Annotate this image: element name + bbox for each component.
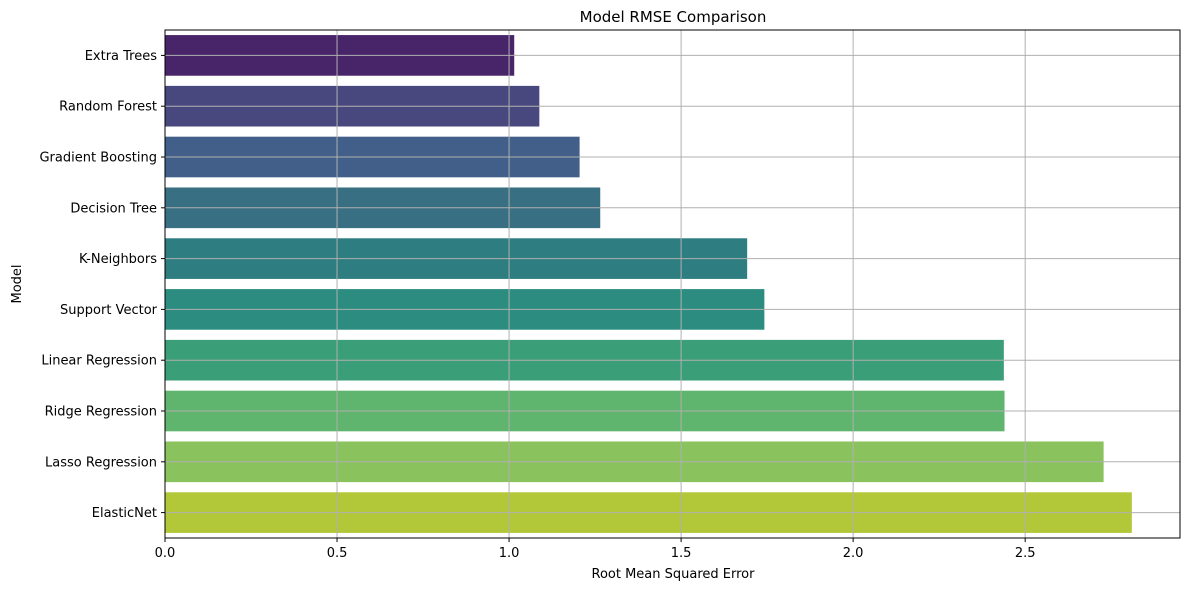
plot-frame [164,29,1181,539]
y-tick-label: Linear Regression [41,354,157,369]
y-tick-label: Random Forest [59,100,157,115]
y-tick-label: Extra Trees [85,49,158,64]
ticks: 0.0 0.5 1.0 1.5 2.0 2.5 Extra Trees Random Fore… [39,49,1035,561]
x-axis-label: Root Mean Squared Error [592,567,756,582]
bars [165,35,1132,533]
y-tick-label: Decision Tree [70,201,157,216]
y-tick-label: ElasticNet [92,506,157,521]
x-tick-label: 1.5 [671,546,692,561]
y-tick-label: Ridge Regression [45,405,157,420]
x-tick-label: 0.5 [327,546,348,561]
chart-title: Model RMSE Comparison [580,8,767,26]
y-axis-label: Model [10,264,25,303]
axes-frame [164,29,1181,539]
y-tick-label: Lasso Regression [45,455,157,470]
x-tick-label: 2.5 [1015,546,1036,561]
x-tick-label: 2.0 [843,546,864,561]
y-tick-label: K-Neighbors [79,252,157,267]
x-tick-label: 1.0 [499,546,520,561]
x-tick-label: 0.0 [155,546,176,561]
y-tick-label: Support Vector [60,303,158,318]
y-tick-label: Gradient Boosting [39,151,157,166]
